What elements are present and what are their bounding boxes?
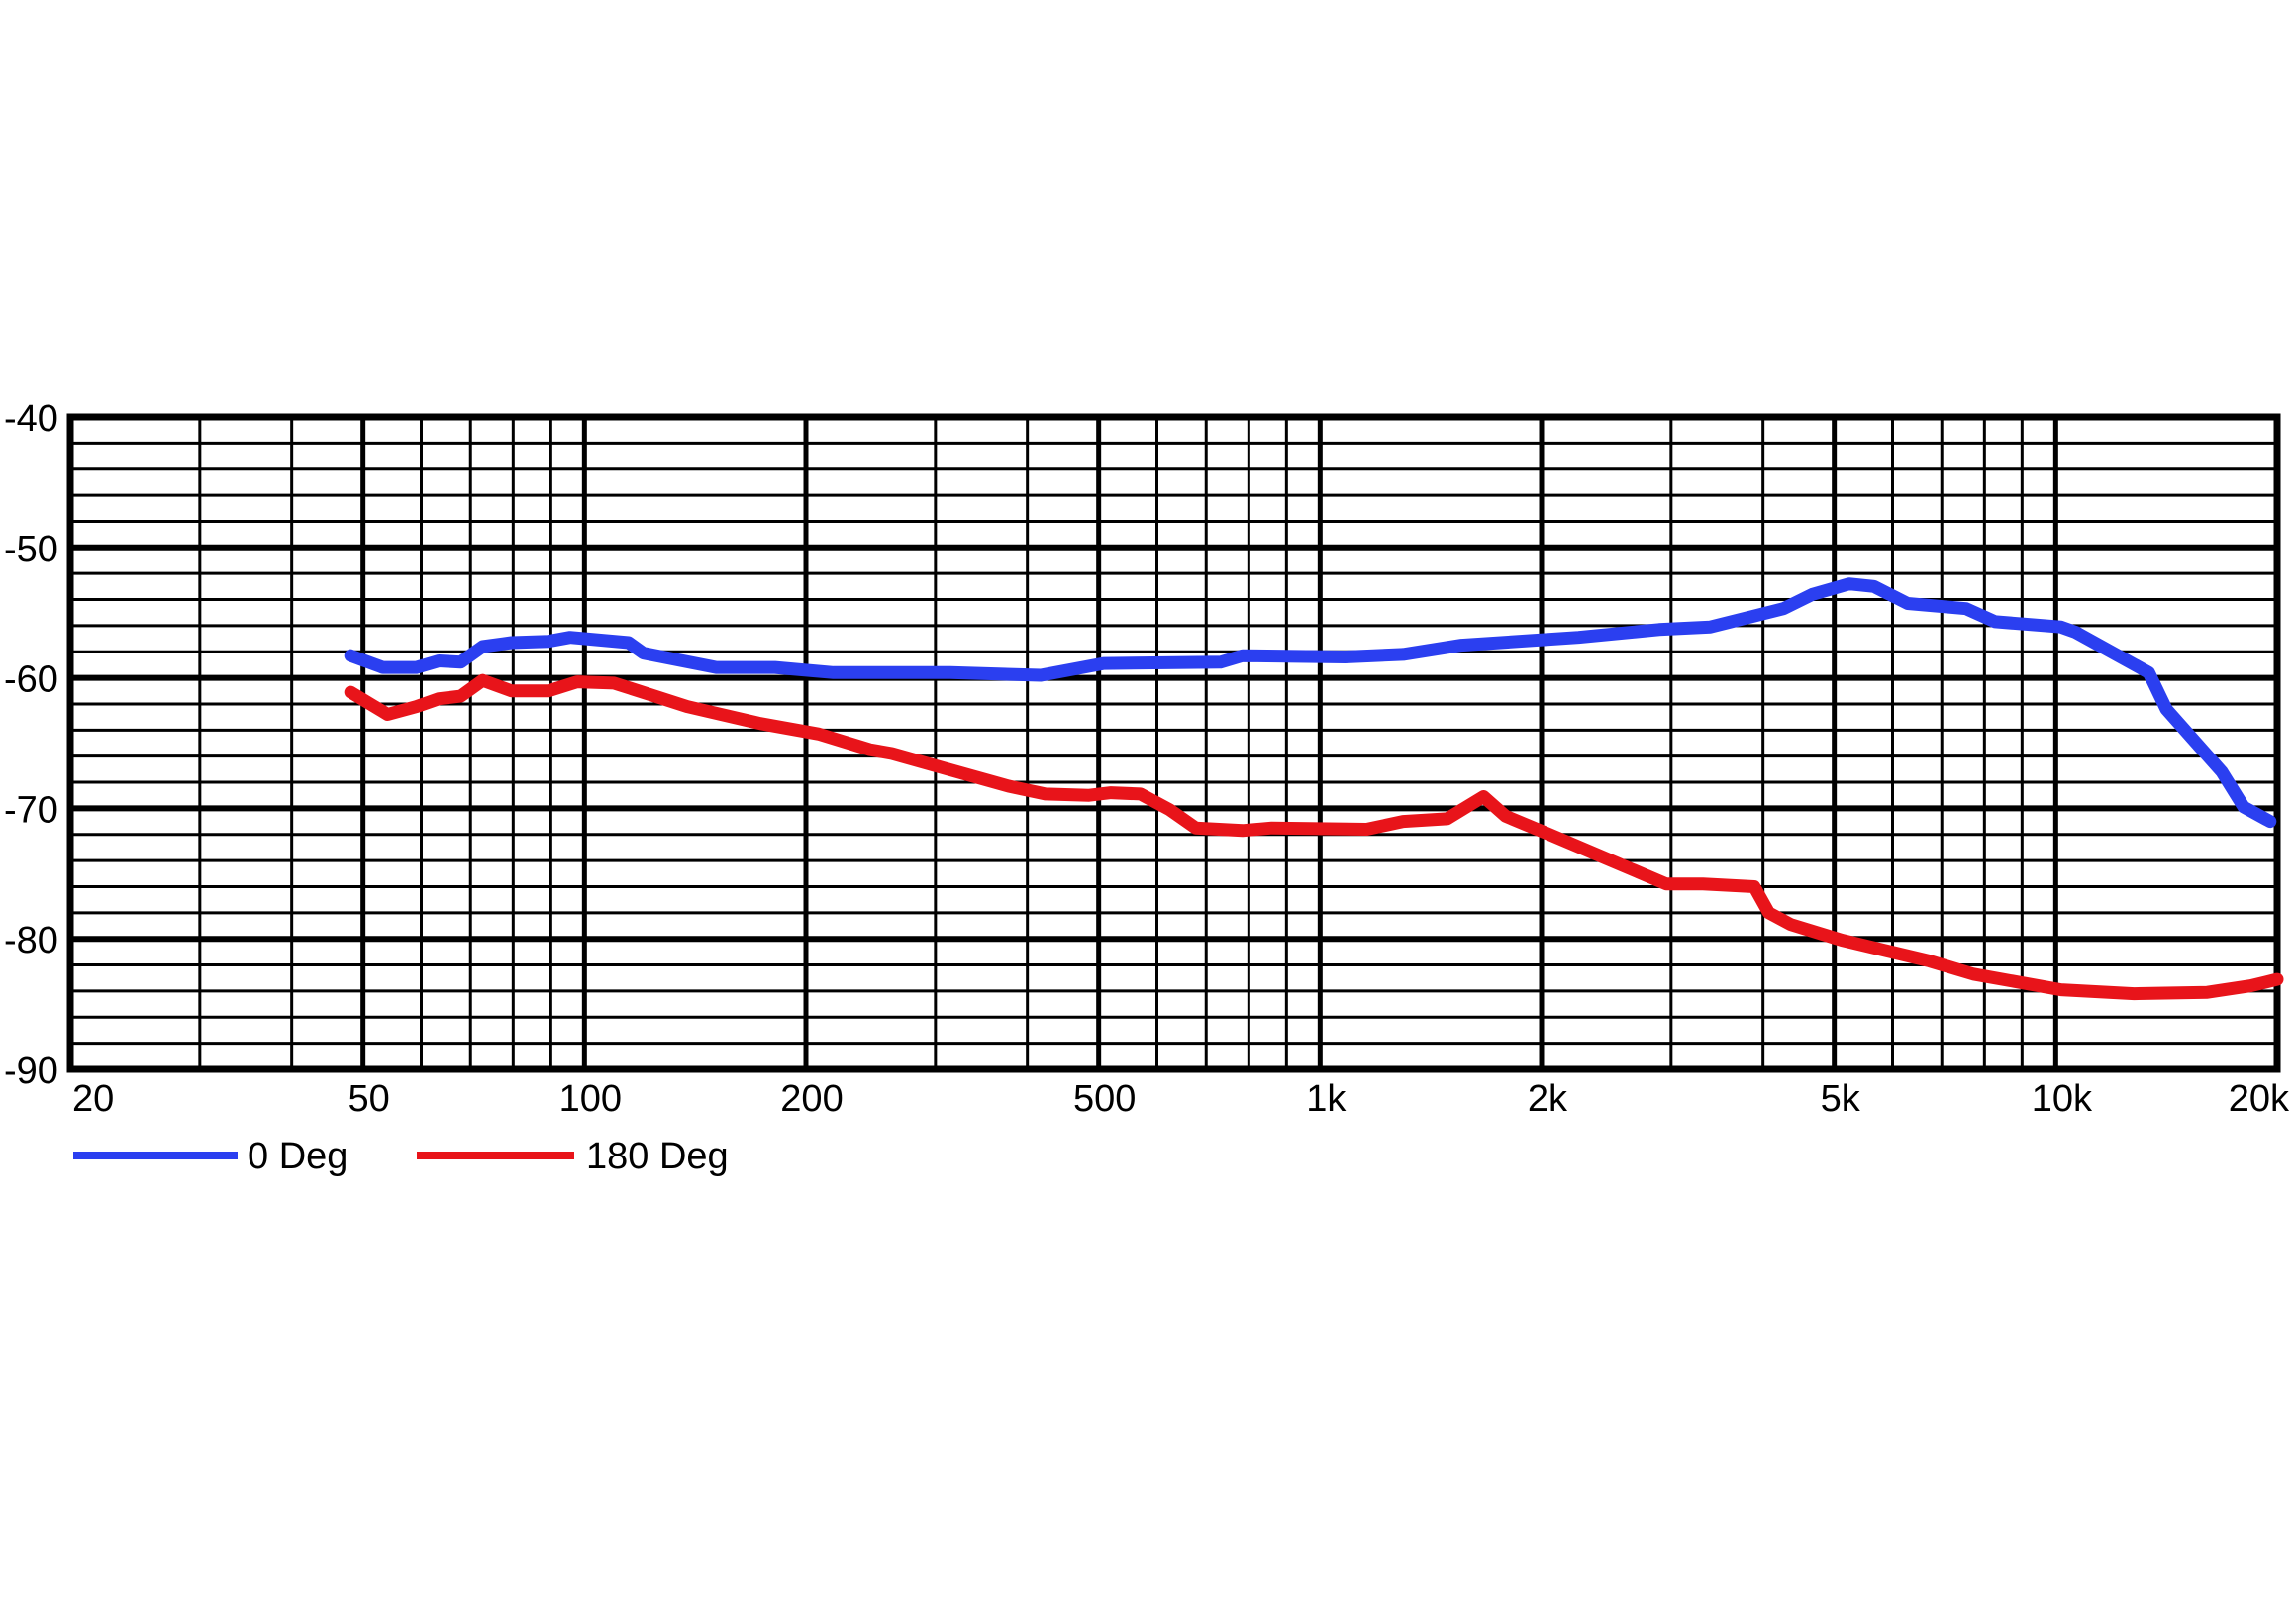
x-tick-label: 1k — [1306, 1078, 1347, 1120]
x-tick-label: 2k — [1528, 1078, 1568, 1120]
y-tick-label: -70 — [4, 789, 58, 831]
data-line — [344, 673, 2284, 1001]
y-tick-label: -90 — [4, 1051, 58, 1092]
x-tick-label: 20 — [72, 1078, 114, 1120]
data-line — [344, 577, 2277, 829]
y-tick-label: -40 — [4, 398, 58, 440]
y-tick-label: -80 — [4, 920, 58, 961]
x-tick-label: 100 — [559, 1078, 622, 1120]
plot-frame — [66, 413, 2281, 1073]
x-tick-label: 500 — [1073, 1078, 1136, 1120]
legend-label: 0 Deg — [248, 1136, 348, 1177]
x-tick-label: 200 — [780, 1078, 843, 1120]
x-tick-label: 10k — [2032, 1078, 2093, 1120]
x-tick-label: 5k — [1821, 1078, 1861, 1120]
legend-label: 180 Deg — [586, 1136, 729, 1177]
y-tick-label: -60 — [4, 659, 58, 701]
y-tick-label: -50 — [4, 529, 58, 570]
x-tick-label: 20k — [2229, 1078, 2290, 1120]
x-tick-label: 50 — [349, 1078, 390, 1120]
